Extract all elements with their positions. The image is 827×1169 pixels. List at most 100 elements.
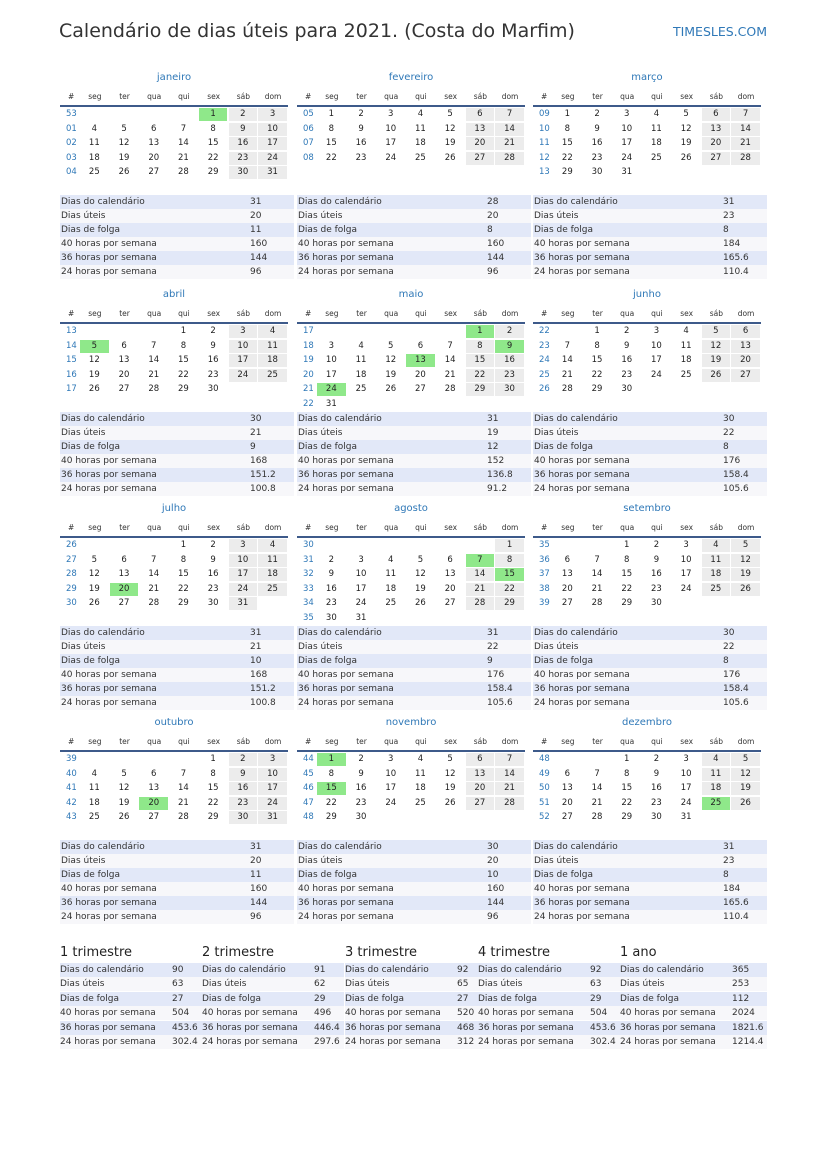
- stat-value: 110.4: [723, 912, 749, 922]
- day: 2: [228, 108, 258, 121]
- stat-label: Dias úteis: [61, 428, 106, 438]
- day: 26: [731, 582, 760, 596]
- day: 12: [444, 768, 456, 779]
- stat-row: [297, 696, 531, 710]
- summary-row: [345, 1035, 487, 1049]
- day: 22: [325, 797, 337, 808]
- stat-row: [533, 251, 767, 265]
- day: 28: [148, 598, 160, 608]
- day: 22: [561, 152, 573, 163]
- stat-row: [297, 682, 531, 696]
- day: 27: [701, 151, 731, 165]
- week-number: 20: [303, 369, 314, 380]
- day: 5: [388, 340, 394, 351]
- day: 5: [731, 753, 760, 766]
- stat-row: [533, 412, 767, 426]
- stat-label: 40 horas por semana: [61, 456, 157, 466]
- holiday-day: 1: [465, 325, 495, 338]
- stat-value: 8: [487, 225, 493, 235]
- summary-row: [620, 1006, 767, 1021]
- day: 7: [151, 554, 157, 565]
- day: 6: [465, 108, 495, 121]
- summary-value: 2024: [732, 1008, 755, 1019]
- stat-value: 12: [487, 442, 499, 452]
- day: 26: [118, 167, 130, 177]
- summary-value: 446.4: [314, 1022, 340, 1033]
- day: 3: [228, 539, 258, 552]
- summary-row: [620, 1020, 767, 1035]
- stat-label: 36 horas por semana: [298, 253, 394, 263]
- summary-label: 24 horas por semana: [478, 1037, 574, 1047]
- weekday-header: seg: [88, 737, 102, 746]
- summary-row: [60, 1020, 202, 1035]
- day: 25: [415, 152, 426, 163]
- stat-label: 40 horas por semana: [534, 239, 630, 249]
- month-name: fevereiro: [388, 72, 434, 83]
- summary-label: Dias úteis: [345, 979, 390, 990]
- stat-row: [297, 412, 531, 426]
- day: 6: [564, 554, 571, 565]
- day: 9: [210, 340, 216, 351]
- stat-row: [60, 626, 294, 640]
- day: 26: [701, 368, 731, 382]
- summary-value: 62: [314, 979, 326, 990]
- day: 6: [465, 753, 495, 766]
- day: 20: [118, 369, 130, 380]
- stat-value: 31: [723, 842, 735, 852]
- weekday-header: qui: [415, 523, 427, 532]
- summary-label: Dias de folga: [202, 993, 262, 1004]
- day: 27: [415, 384, 426, 394]
- day: 20: [444, 583, 456, 594]
- day: 14: [731, 122, 760, 136]
- day: 19: [385, 369, 397, 380]
- summary-row: [345, 977, 487, 992]
- day: 31: [621, 167, 633, 177]
- day: 11: [680, 340, 692, 351]
- stat-value: 105.6: [723, 698, 749, 708]
- day: 9: [624, 340, 630, 351]
- week-number: 48: [539, 754, 550, 764]
- day: 4: [91, 123, 98, 134]
- day: 21: [178, 797, 189, 808]
- weekday-header: dom: [501, 92, 519, 101]
- stat-row: [533, 626, 767, 640]
- summary-row: [478, 977, 620, 992]
- day: 29: [621, 598, 633, 608]
- holiday-day: 15: [495, 568, 524, 581]
- day: 11: [415, 123, 426, 134]
- summary-label: 24 horas por semana: [345, 1037, 441, 1047]
- month-name: julho: [161, 503, 187, 514]
- stat-row: [60, 454, 294, 468]
- weekday-header: dom: [737, 92, 755, 101]
- stat-row: [297, 237, 531, 251]
- header-rule: [297, 750, 525, 752]
- weekday-header: #: [68, 92, 75, 101]
- stat-row: [60, 840, 294, 854]
- summary-label: 40 horas por semana: [478, 1008, 574, 1019]
- summary-label: 36 horas por semana: [60, 1022, 156, 1033]
- stat-row: [60, 426, 294, 440]
- week-number: 15: [66, 355, 77, 365]
- week-number: 04: [66, 167, 77, 177]
- week-number: 06: [303, 123, 314, 134]
- day: 9: [228, 767, 258, 781]
- day: 14: [495, 122, 524, 136]
- stat-value: 8: [723, 225, 729, 235]
- day: 7: [180, 123, 187, 134]
- site-link[interactable]: TIMESLES.COM: [672, 24, 767, 39]
- weekday-header: seg: [325, 309, 339, 318]
- stat-label: Dias de folga: [298, 870, 358, 880]
- summary-row: [345, 991, 487, 1006]
- summary-label: 24 horas por semana: [620, 1037, 716, 1047]
- weekday-header: #: [68, 523, 75, 532]
- day: 24: [228, 582, 258, 596]
- stat-row: [60, 195, 294, 209]
- weekday-header: #: [68, 737, 75, 746]
- stat-value: 96: [487, 267, 499, 277]
- stat-value: 11: [250, 225, 262, 235]
- day: 1: [624, 540, 630, 550]
- week-number: 03: [66, 152, 77, 163]
- day: 21: [591, 797, 603, 808]
- day: 22: [178, 369, 189, 380]
- day: 17: [680, 569, 692, 579]
